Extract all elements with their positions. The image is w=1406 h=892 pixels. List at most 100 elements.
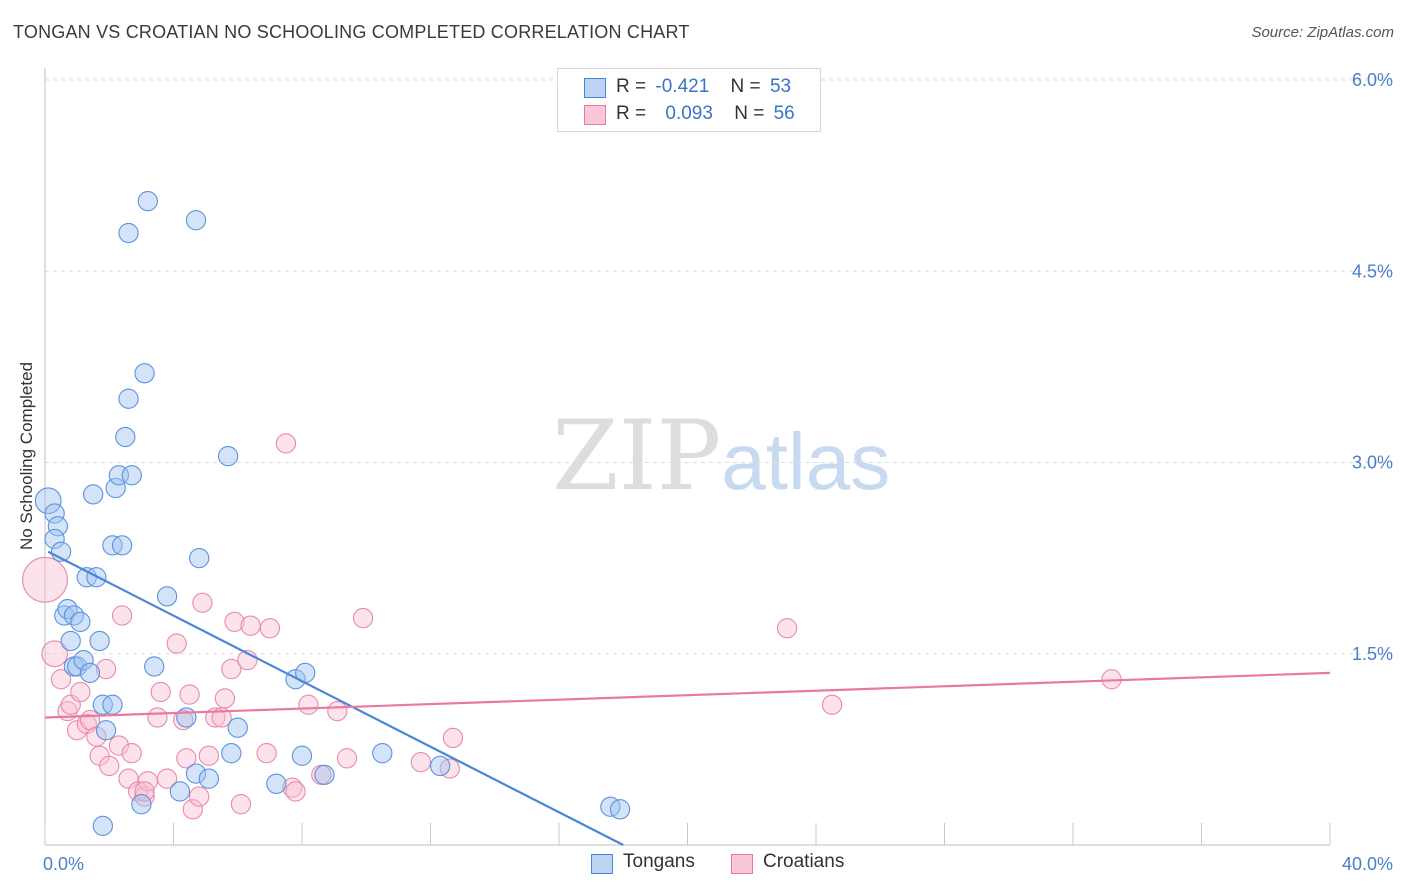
croatians-point [147, 707, 168, 728]
tongans-point [70, 611, 91, 633]
tongans-point [47, 516, 69, 537]
bottom-legend-swatch-tongans [591, 854, 613, 874]
croatians-point [192, 592, 213, 613]
tongans-point [176, 707, 197, 728]
croatians-point [179, 684, 200, 705]
tick-labels: 1.5% 3.0% 4.5% 6.0% 0.0% 40.0% [43, 70, 1393, 874]
gridlines [45, 77, 1392, 655]
croatians-point [821, 694, 843, 715]
tongans-point [156, 586, 178, 607]
watermark-atlas: atlas [721, 417, 891, 506]
croatians-point [352, 607, 374, 629]
tongans-point [221, 743, 242, 764]
croatians-point [22, 556, 68, 603]
croatians-point [285, 781, 306, 802]
croatians-point [214, 688, 236, 709]
bottom-legend-label-tongans: Tongans [623, 851, 695, 872]
tongans-point [105, 477, 126, 499]
croatians-points [22, 433, 1122, 820]
tongans-point [34, 487, 62, 515]
watermark: ZIPatlas [552, 400, 890, 512]
tongans-point [372, 743, 393, 764]
tongans-point [44, 503, 65, 524]
croatians-point [134, 781, 155, 802]
croatians-point [327, 700, 348, 722]
croatians-point [410, 751, 432, 773]
croatians-point [275, 433, 297, 454]
trend-lines [44, 550, 1331, 846]
x-tick-label: 0.0% [43, 854, 84, 874]
croatians-point [224, 611, 245, 633]
croatians-point [172, 709, 194, 731]
croatians-point [776, 618, 798, 639]
tongans-point [83, 484, 104, 505]
croatians-point [240, 615, 261, 636]
legend-r-value-croatians: 0.093 [665, 103, 713, 124]
croatians-point [41, 640, 68, 668]
y-tick-label: 4.5% [1352, 261, 1393, 281]
tongans-point [89, 630, 110, 652]
legend-swatch-tongans [584, 78, 606, 98]
legend-r-label: R = [616, 76, 647, 97]
tongans-point [137, 190, 158, 212]
tongans-point [95, 720, 117, 741]
croatians-point [121, 743, 142, 764]
tongans-point [227, 717, 248, 738]
tongans-trend-line [47, 550, 624, 846]
tongans-point [291, 745, 313, 766]
tongans-point [92, 815, 113, 837]
croatians-point [221, 658, 242, 680]
tongans-point [217, 445, 239, 467]
legend-r-value-tongans: -0.421 [655, 76, 710, 97]
y-tick-label: 6.0% [1352, 70, 1393, 90]
legend-n-value-croatians: 56 [773, 103, 795, 124]
tongans-point [429, 755, 451, 777]
tongans-point [144, 656, 165, 677]
croatians-trend-line [44, 671, 1331, 719]
croatians-point [298, 694, 319, 715]
tongans-point [131, 794, 152, 815]
croatians-point [99, 755, 120, 777]
tongans-point [169, 781, 191, 802]
y-tick-label: 3.0% [1352, 453, 1393, 473]
axes [44, 68, 1331, 846]
legend-n-value-tongans: 53 [769, 76, 792, 97]
croatians-point [70, 681, 91, 703]
legend: R = -0.421 N = 53 R = 0.093 N = 56 [557, 68, 821, 132]
croatians-point [230, 794, 252, 815]
croatians-point [442, 727, 464, 749]
legend-n-label: N = [730, 76, 761, 97]
tongans-point [266, 773, 287, 794]
tongans-point [134, 363, 155, 384]
tongans-point [314, 764, 335, 786]
croatians-point [156, 768, 178, 789]
croatians-point [336, 748, 358, 769]
legend-n-label: N = [734, 103, 765, 124]
tongans-point [79, 662, 101, 684]
tongans-point [118, 222, 139, 244]
tongans-point [185, 763, 207, 784]
legend-swatch-croatians [584, 105, 606, 125]
croatians-point [176, 748, 197, 769]
croatians-point [182, 799, 203, 820]
tongans-point [60, 630, 81, 652]
croatians-point [111, 605, 133, 626]
tongans-point [118, 388, 139, 409]
tongans-point [189, 547, 210, 569]
croatians-point [189, 786, 210, 807]
tongans-point [185, 210, 207, 231]
tongans-point [121, 465, 142, 486]
y-axis-label: No Schooling Completed [17, 361, 36, 551]
tongans-point [115, 426, 136, 448]
tongans-point [111, 535, 133, 556]
source-credit: Source: ZipAtlas.com [1251, 24, 1394, 41]
croatians-point [282, 777, 303, 798]
tongans-points [34, 190, 631, 837]
croatians-point [108, 735, 130, 756]
watermark-zip: ZIP [552, 400, 722, 512]
croatians-point [166, 633, 187, 654]
tongans-point [609, 799, 631, 820]
tongans-point [44, 528, 65, 550]
x-tick-label: 40.0% [1342, 854, 1393, 874]
